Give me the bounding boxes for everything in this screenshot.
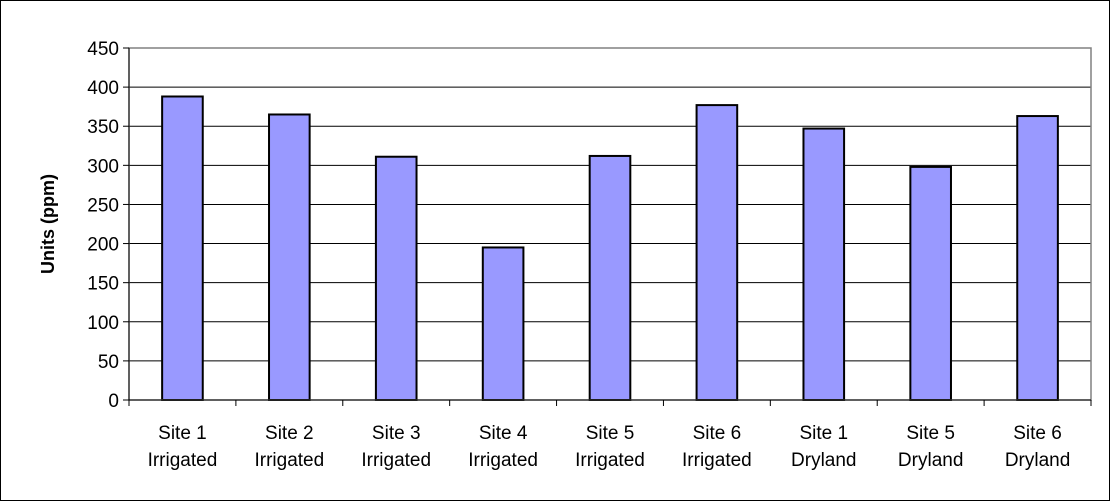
x-category-label: Site 6 [693,423,742,444]
x-category-label: Irrigated [148,450,218,471]
x-category-label: Site 1 [158,423,207,444]
bar [909,165,952,401]
x-category-label: Site 6 [1013,423,1062,444]
y-tick-label: 450 [87,39,119,60]
x-category-label: Dryland [1005,450,1070,471]
x-category-label: Site 1 [799,423,848,444]
bar [268,113,311,401]
x-category-label: Irrigated [468,450,538,471]
x-category-label: Site 4 [479,423,528,444]
x-category-label: Irrigated [361,450,431,471]
y-axis-title: Units (ppm) [38,174,58,274]
x-category-label: Site 5 [906,423,955,444]
x-category-label: Site 3 [372,423,421,444]
y-tick-label: 300 [87,156,119,177]
bar [1016,115,1059,401]
x-axis-ticks: Site 1 Irrigated Site 2 Irrigated Site 3 Irri… [128,400,1092,471]
y-tick-label: 400 [87,78,119,99]
x-category-label: Irrigated [682,450,752,471]
y-tick-label: 250 [87,195,119,216]
x-category-label: Irrigated [254,450,324,471]
bar [161,95,204,402]
bar [588,154,632,401]
x-category-label: Dryland [791,450,856,471]
y-tick-label: 0 [108,391,119,412]
bar [802,127,846,402]
y-tick-label: 150 [87,274,119,295]
x-category-label: Irrigated [575,450,645,471]
y-tick-label: 100 [87,313,119,334]
x-category-label: Site 5 [586,423,635,444]
bar [481,246,525,401]
bars [161,95,1059,402]
y-tick-label: 350 [87,117,119,138]
bar [374,155,418,401]
bar [695,104,739,401]
y-tick-label: 200 [87,235,119,256]
x-category-label: Dryland [898,450,963,471]
x-category-label: Site 2 [265,423,314,444]
y-tick-label: 50 [98,352,119,373]
y-axis-ticks: 0 50 100 150 200 250 300 350 400 450 [87,39,129,412]
